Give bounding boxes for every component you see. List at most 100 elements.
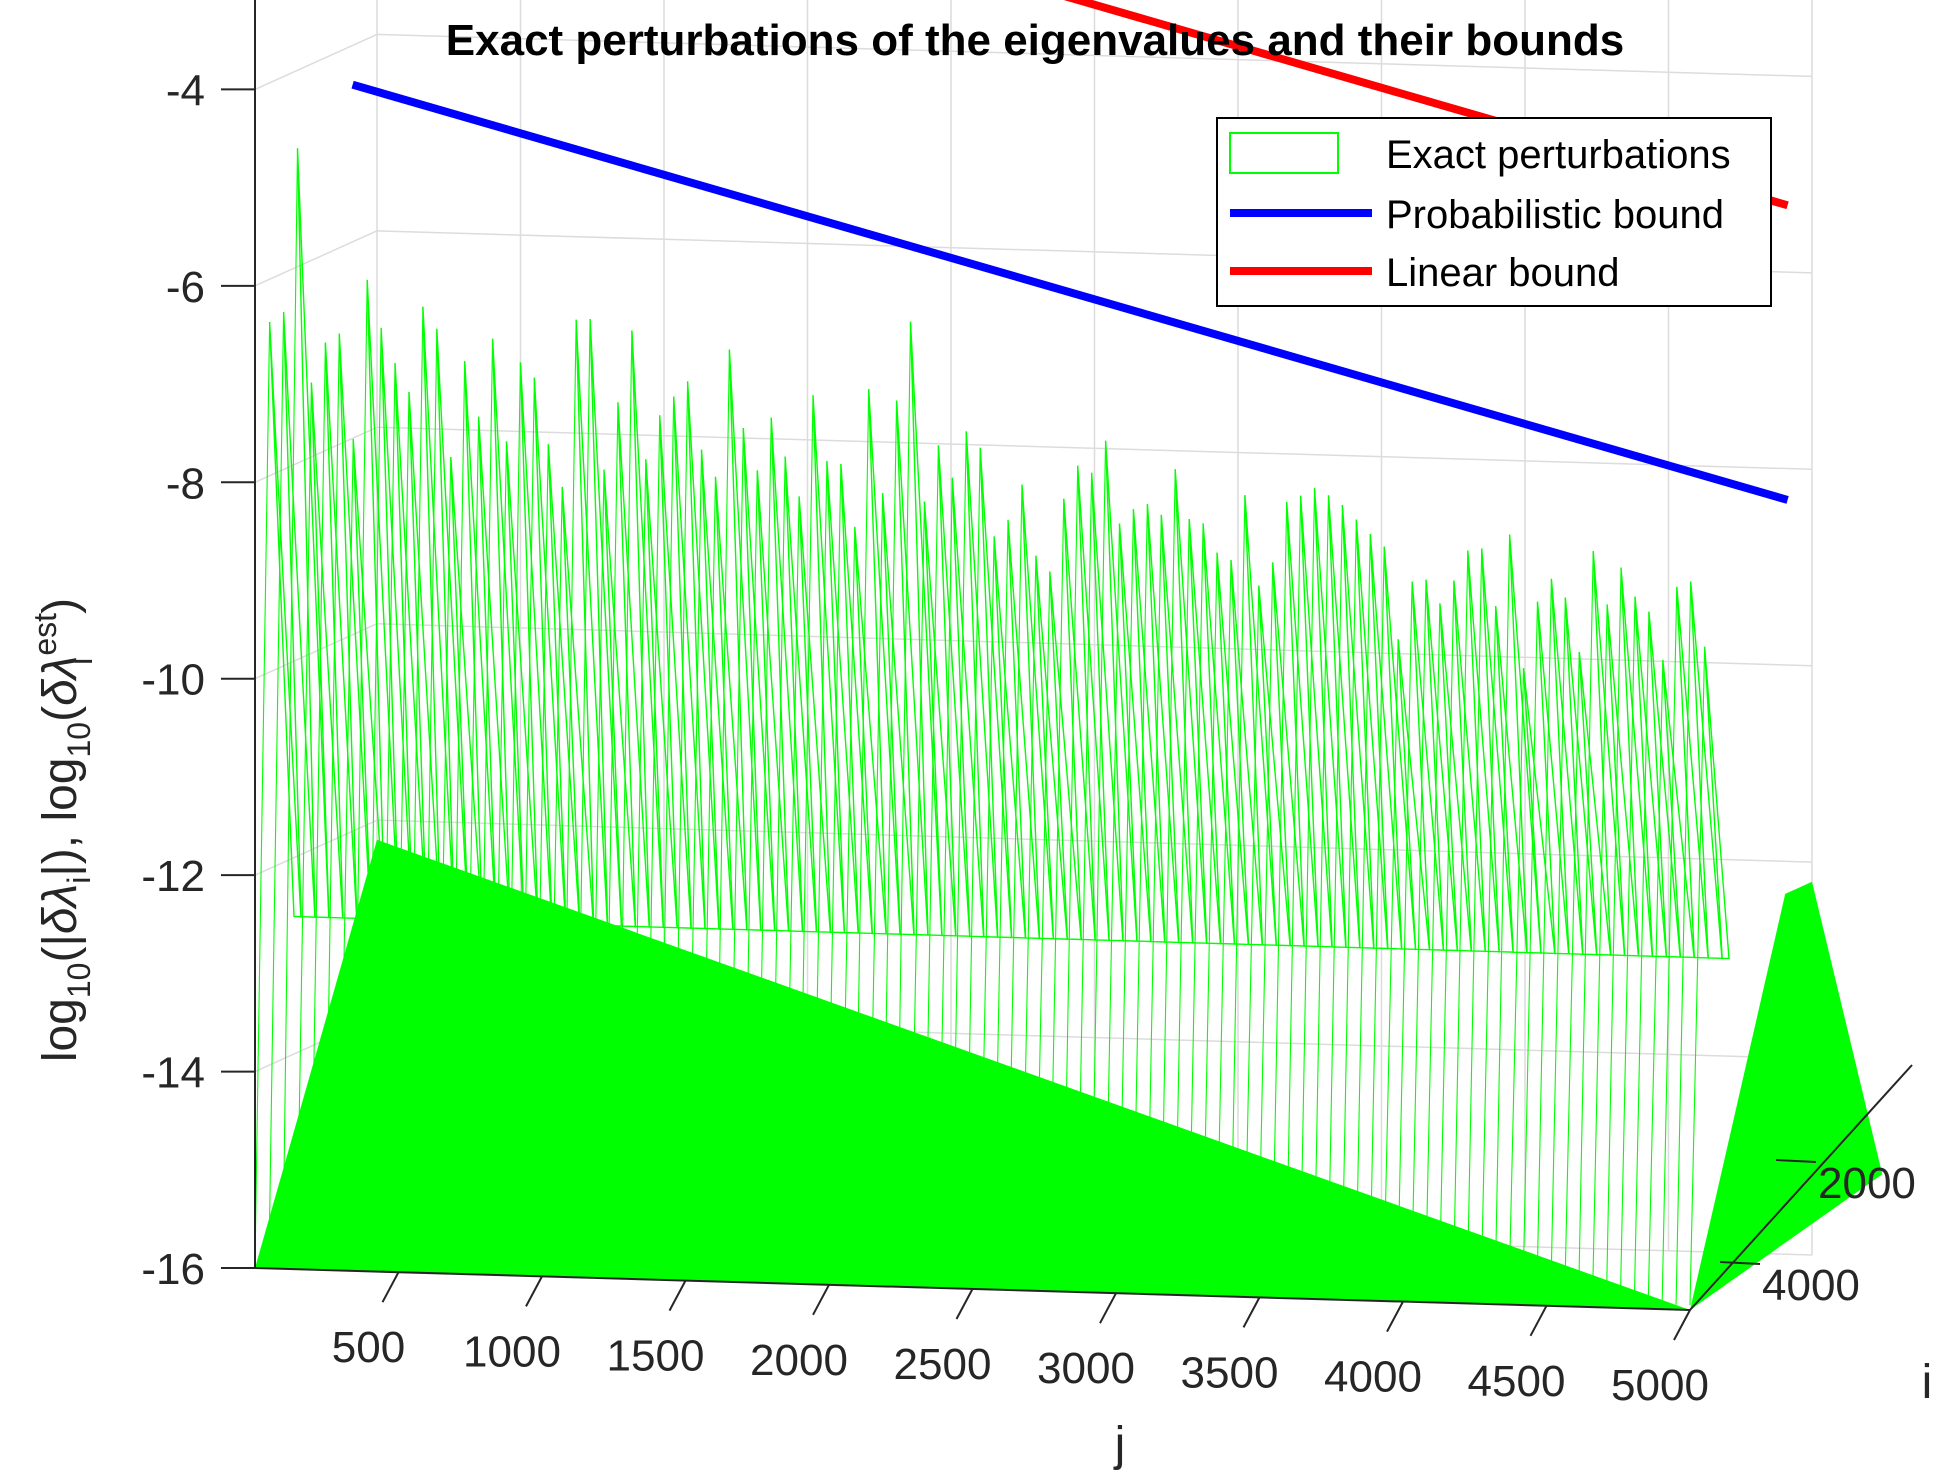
exact-spike-stem bbox=[338, 439, 354, 1266]
exact-spike-stem bbox=[1466, 548, 1483, 1299]
exact-spike bbox=[993, 536, 1027, 939]
exact-spike-stem bbox=[574, 318, 591, 1273]
exact-spike-stem bbox=[1536, 578, 1552, 1301]
exact-spike-stem bbox=[714, 349, 730, 1277]
exact-spike bbox=[1536, 601, 1570, 955]
exact-spike-stem bbox=[560, 319, 577, 1273]
exact-spike-stem bbox=[1564, 652, 1580, 1302]
exact-spike bbox=[394, 362, 428, 922]
exact-spike bbox=[784, 456, 818, 933]
x-tick-label: 500 bbox=[332, 1323, 405, 1372]
exact-spike bbox=[1397, 639, 1431, 951]
exact-spike-stem bbox=[756, 417, 772, 1278]
exact-spike bbox=[909, 321, 943, 937]
exact-spike-stem bbox=[268, 312, 285, 1264]
exact-spike-stem bbox=[909, 501, 925, 1283]
exact-spike bbox=[1495, 606, 1528, 954]
z-tick-label: -6 bbox=[166, 263, 205, 312]
exact-spike-stem bbox=[1494, 534, 1511, 1300]
exact-spike bbox=[1021, 484, 1055, 940]
exact-spike bbox=[1104, 440, 1138, 942]
exact-spike-stem bbox=[1396, 581, 1413, 1297]
exact-spike-stem bbox=[1132, 504, 1148, 1289]
z-tick-label: -14 bbox=[141, 1049, 205, 1098]
exact-spike bbox=[352, 439, 386, 920]
exact-spike-stem bbox=[421, 328, 438, 1268]
exact-spike-stem bbox=[978, 536, 995, 1285]
exact-spike-stem bbox=[477, 338, 494, 1270]
exact-spike-stem bbox=[1076, 472, 1093, 1288]
exact-spike bbox=[1341, 504, 1375, 949]
x-tick-label: 2500 bbox=[894, 1340, 992, 1389]
exact-spike bbox=[1634, 596, 1668, 958]
exact-spike-stem bbox=[1090, 440, 1107, 1288]
exact-spike-stem bbox=[672, 381, 689, 1276]
exact-spike-stem bbox=[254, 321, 271, 1264]
z-tick-label: -16 bbox=[141, 1245, 205, 1294]
exact-spike-stem bbox=[992, 519, 1009, 1285]
exact-spike-stem bbox=[1382, 639, 1399, 1297]
x-tick-label: 1000 bbox=[463, 1327, 561, 1376]
grid-layer bbox=[254, 0, 1813, 1269]
exact-spike bbox=[1007, 519, 1041, 940]
exact-spike bbox=[1286, 501, 1319, 948]
x-tick-label: 4500 bbox=[1468, 1357, 1566, 1406]
exact-spike bbox=[659, 415, 692, 929]
exact-spike bbox=[631, 330, 664, 929]
exact-spike-stem bbox=[1369, 546, 1385, 1296]
exact-spike bbox=[617, 402, 650, 928]
z-tick-label: -10 bbox=[141, 656, 205, 705]
exact-spike-stem bbox=[1661, 586, 1678, 1305]
x-tick-mark bbox=[668, 1280, 687, 1312]
exact-spike bbox=[1620, 567, 1654, 957]
exact-spike bbox=[1132, 509, 1166, 943]
exact-spike-stem bbox=[1341, 519, 1357, 1295]
exact-spike-stem bbox=[1591, 604, 1608, 1303]
exact-spike-stem bbox=[1633, 611, 1650, 1304]
exact-spike-stem bbox=[1689, 646, 1706, 1306]
exact-spike-stem bbox=[449, 361, 466, 1269]
z-tick-label: -12 bbox=[141, 852, 205, 901]
exact-spike bbox=[1411, 581, 1445, 951]
exact-spike-stem bbox=[505, 362, 521, 1271]
exact-spike-stem bbox=[1257, 562, 1274, 1293]
exact-spike bbox=[1564, 597, 1598, 956]
exact-spike bbox=[1299, 495, 1333, 948]
exact-spike-stem bbox=[1355, 534, 1371, 1296]
exact-spike bbox=[1035, 555, 1068, 940]
x-tick-mark bbox=[1099, 1292, 1117, 1324]
tick-layer: -2-4-6-8-10-12-14-1650010001500200025003… bbox=[141, 66, 1916, 1410]
exact-spike-stem bbox=[937, 477, 953, 1284]
exact-spike-stem bbox=[1271, 502, 1288, 1293]
exact-spike-stem bbox=[1048, 498, 1065, 1287]
exact-spike-stem bbox=[491, 441, 508, 1271]
z-axis-label: log10(|δλi|), log10(δλesti) bbox=[27, 598, 99, 1062]
exact-spike-stem bbox=[1229, 495, 1246, 1292]
x-axis-label: j bbox=[1113, 1418, 1126, 1471]
exact-spike-stem bbox=[365, 327, 382, 1267]
exact-spike-stem bbox=[1550, 597, 1566, 1302]
exact-spike bbox=[1481, 548, 1514, 953]
legend-label-exact: Exact perturbations bbox=[1386, 133, 1731, 177]
y-tick-label: 2000 bbox=[1818, 1159, 1916, 1208]
exact-spike-stem bbox=[393, 391, 410, 1268]
exact-spike-stem bbox=[602, 402, 619, 1274]
exact-spike-stem bbox=[644, 415, 661, 1275]
exact-spike-stem bbox=[1410, 579, 1427, 1297]
exact-spike-stem bbox=[435, 456, 452, 1269]
legend-swatch-exact bbox=[1229, 132, 1339, 174]
exact-spike-stem bbox=[547, 486, 563, 1272]
x-tick-label: 1500 bbox=[607, 1332, 705, 1381]
exact-spike-stem bbox=[1577, 551, 1594, 1302]
exact-spike-stem bbox=[923, 445, 939, 1283]
exact-spike bbox=[1676, 586, 1709, 959]
exact-spike-stem bbox=[1243, 585, 1260, 1293]
exact-spike bbox=[1467, 550, 1500, 953]
exact-spike bbox=[1272, 562, 1305, 947]
exact-spike bbox=[1118, 523, 1152, 943]
exact-spike bbox=[700, 449, 734, 931]
exact-spike bbox=[464, 361, 497, 924]
exact-spike bbox=[1146, 504, 1180, 944]
exact-spike-stem bbox=[1522, 601, 1539, 1301]
surface-layer bbox=[254, 148, 1883, 1310]
